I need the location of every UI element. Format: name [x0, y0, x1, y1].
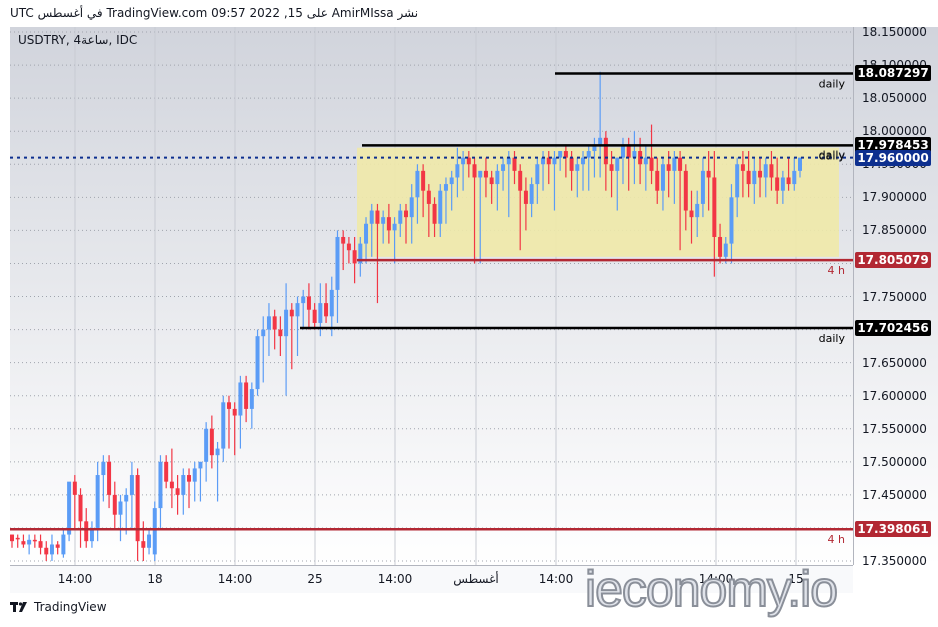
symbol-label: USDTRY, 4ساعة, IDC [18, 33, 138, 47]
level-price-tag: 17.805079 [855, 252, 931, 269]
price-tick: 17.500000 [862, 454, 927, 469]
level-price-tag: 17.978453 [855, 137, 931, 154]
time-tick: 25 [307, 572, 323, 586]
chart-container[interactable]: daily daily 4 h daily 4 h daily USDTRY, 4ساعة… [10, 25, 938, 593]
price-tick: 17.850000 [862, 223, 927, 238]
price-tick: 17.450000 [862, 487, 927, 502]
tradingview-footer[interactable]: TradingView [10, 600, 107, 614]
range-zone [357, 147, 839, 257]
price-tick: 17.550000 [862, 421, 927, 436]
svg-text:daily: daily [819, 77, 846, 90]
time-tick: أغسطس [453, 572, 499, 586]
price-axis[interactable]: 18.15000018.10000018.05000018.00000017.9… [853, 25, 938, 568]
svg-text:daily: daily [819, 149, 846, 162]
price-tick: 17.350000 [862, 554, 927, 568]
level-price-tag: 17.702456 [855, 319, 931, 336]
tradingview-logo-icon [10, 602, 27, 612]
price-tick: 18.150000 [862, 25, 927, 39]
time-tick: 14:00 [698, 572, 734, 586]
time-tick: 14:00 [538, 572, 574, 586]
price-tick: 17.750000 [862, 289, 927, 304]
time-tick: 14:00 [377, 572, 413, 586]
svg-text:daily: daily [819, 332, 846, 345]
price-tick: 18.000000 [862, 124, 927, 139]
svg-text:4 h: 4 h [828, 264, 845, 277]
time-tick: 15 [788, 572, 804, 586]
level-price-tag: 17.398061 [855, 521, 931, 538]
price-tick: 17.600000 [862, 388, 927, 403]
time-tick: 14:00 [57, 572, 93, 586]
ieconomy-watermark: ieconomy.io [584, 560, 839, 618]
price-tick: 17.900000 [862, 190, 927, 205]
price-tick: 17.650000 [862, 355, 927, 370]
level-price-tag: 18.087297 [855, 65, 931, 82]
publish-info-header: نشر AmirMIssa على TradingView.com 09:57 … [10, 6, 419, 20]
current-price-tag: 17.960000 [855, 149, 931, 166]
price-tick: 18.050000 [862, 91, 927, 106]
plot-area[interactable]: daily daily 4 h daily 4 h daily USDTRY, 4ساعة… [10, 27, 853, 565]
svg-text:daily: daily [819, 149, 846, 162]
time-tick: 18 [147, 572, 163, 586]
tradingview-brand: TradingView [34, 600, 107, 614]
time-axis[interactable]: 14:00 18 14:00 25 14:00 أغسطس 14:00 14:00 15 [10, 565, 853, 593]
svg-text:4 h: 4 h [828, 533, 845, 546]
time-tick: 14:00 [217, 572, 253, 586]
